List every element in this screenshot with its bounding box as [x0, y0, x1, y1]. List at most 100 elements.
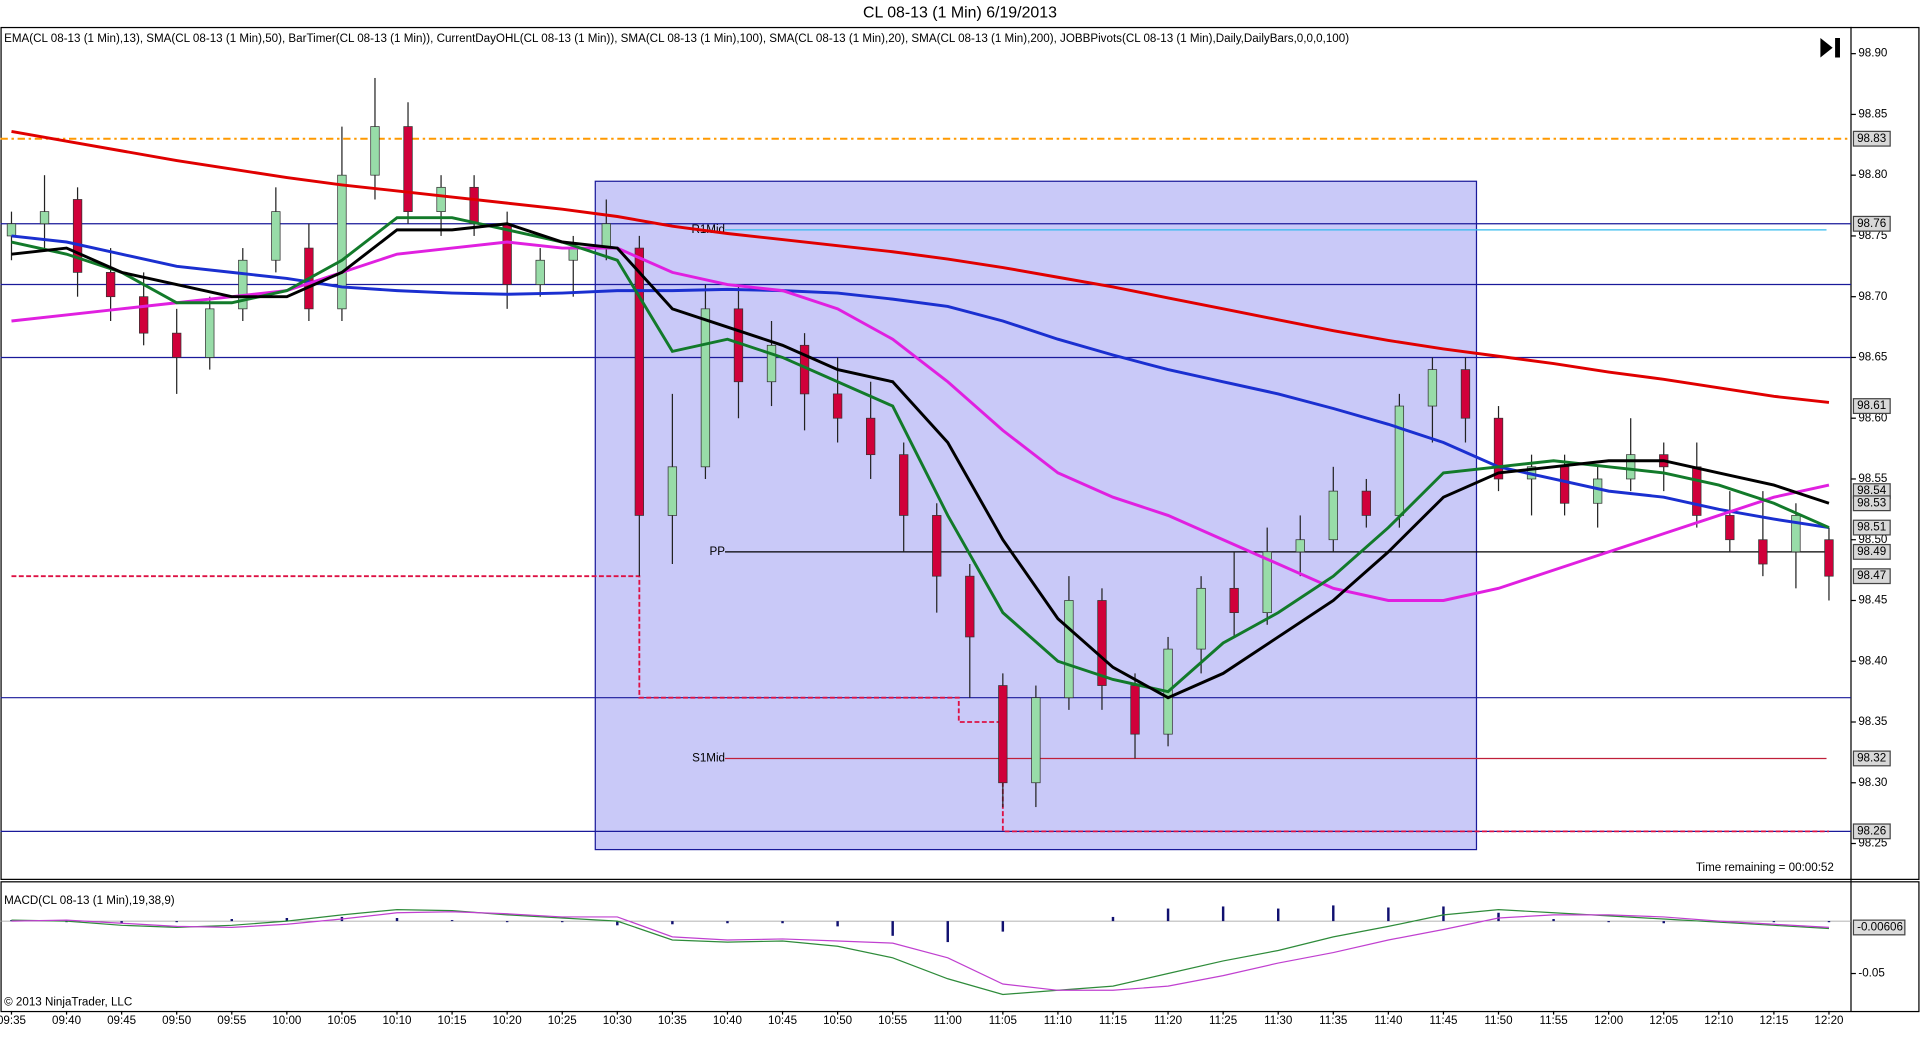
x-tick-label: 11:55: [1539, 1014, 1567, 1027]
price-panel-frame: [0, 26, 1920, 880]
y-tick-label: 98.85: [1858, 107, 1887, 120]
price-marker: [1852, 543, 1891, 560]
price-marker-label: 98.76: [1857, 217, 1886, 230]
price-marker-label: 98.26: [1857, 824, 1886, 837]
x-tick-label: 11:50: [1484, 1014, 1512, 1027]
candle-body: [469, 186, 479, 225]
x-tick-label: 11:05: [989, 1014, 1017, 1027]
candle-body: [205, 308, 215, 358]
candle-body: [238, 259, 248, 310]
x-tick-label: 10:05: [327, 1014, 356, 1027]
candle-body: [1427, 369, 1438, 407]
candle-body: [1130, 685, 1140, 735]
value-label: -0.00606: [1857, 921, 1903, 934]
candle-body: [1559, 466, 1570, 504]
x-tick-label: 09:50: [162, 1014, 191, 1027]
price-marker: [1852, 215, 1891, 232]
price-marker: [1852, 823, 1891, 840]
candle-body: [1824, 539, 1834, 577]
candle-body: [6, 223, 17, 237]
candle-body: [766, 344, 777, 383]
x-tick-label: 12:00: [1594, 1014, 1623, 1027]
candle-body: [39, 211, 50, 225]
x-tick-label: 10:30: [603, 1014, 632, 1027]
x-tick-label: 10:35: [658, 1014, 687, 1027]
x-tick-label: 11:30: [1264, 1014, 1292, 1027]
x-tick-label: 10:45: [768, 1014, 797, 1027]
indicator-line: [11, 908, 1830, 996]
candle-body: [1460, 369, 1471, 419]
candle-body: [1196, 587, 1206, 650]
x-tick-label: 11:45: [1429, 1014, 1457, 1027]
candle-body: [72, 199, 83, 273]
price-marker-label: 98.49: [1857, 545, 1886, 558]
candle-body: [700, 308, 711, 468]
x-tick-label: 10:50: [823, 1014, 852, 1027]
x-tick-label: 12:05: [1649, 1014, 1678, 1027]
candle-body: [1758, 539, 1768, 565]
y-tick-label: 98.90: [1858, 47, 1887, 60]
x-tick-label: 11:10: [1044, 1014, 1072, 1027]
y-tick-label: 98.50: [1858, 533, 1887, 546]
level-label: PP: [710, 545, 726, 558]
y-tick-label: 98.65: [1858, 351, 1887, 364]
x-tick-label: 11:25: [1209, 1014, 1237, 1027]
y-tick-label: 98.30: [1858, 776, 1887, 789]
candle-body: [1328, 490, 1338, 541]
price-marker: [1852, 750, 1891, 767]
copyright: © 2013 NinjaTrader, LLC: [4, 995, 132, 1008]
candle-body: [1692, 466, 1702, 516]
candle-body: [1493, 417, 1504, 480]
indicator-line: [11, 911, 1830, 991]
price-marker-label: 98.53: [1857, 496, 1886, 509]
price-marker: [1852, 519, 1891, 536]
x-tick-label: 12:10: [1704, 1014, 1733, 1027]
candle-body: [172, 332, 182, 358]
y-tick-label: 98.75: [1858, 229, 1887, 242]
y-tick-label: 98.25: [1858, 837, 1887, 850]
candle-body: [634, 247, 644, 516]
candle-body: [965, 575, 975, 638]
candle-body: [436, 186, 446, 212]
candle-body: [1064, 600, 1074, 699]
candle-body: [1394, 405, 1405, 516]
x-tick-label: 10:55: [878, 1014, 907, 1027]
x-tick-label: 09:40: [52, 1014, 81, 1027]
candle-body: [271, 211, 281, 261]
x-tick-label: 10:25: [548, 1014, 577, 1027]
candle-body: [866, 417, 876, 456]
indicator-line: [11, 222, 1830, 700]
indicator-line: [11, 216, 1830, 694]
y-tick-label: -0.05: [1858, 967, 1884, 980]
indicator-list: EMA(CL 08-13 (1 Min),13), SMA(CL 08-13 (…: [4, 32, 1349, 45]
candle-body: [403, 126, 413, 212]
candle-body: [1229, 587, 1239, 614]
price-marker: [1852, 568, 1891, 585]
price-marker-label: 98.51: [1857, 521, 1886, 534]
candle-body: [667, 466, 678, 516]
candle-body: [139, 296, 149, 334]
price-marker-label: 98.83: [1857, 132, 1886, 145]
x-tick-label: 10:10: [382, 1014, 411, 1027]
value-box: [1852, 919, 1906, 936]
candle-body: [1791, 515, 1801, 553]
x-tick-label: 09:55: [217, 1014, 246, 1027]
price-marker-label: 98.32: [1857, 752, 1886, 765]
candle-body: [899, 454, 909, 516]
x-tick-label: 12:20: [1814, 1014, 1843, 1027]
x-tick-label: 10:40: [713, 1014, 742, 1027]
y-tick-label: 98.70: [1858, 290, 1887, 303]
x-tick-label: 11:20: [1154, 1014, 1182, 1027]
day-low-line: [11, 575, 1829, 833]
price-marker: [1852, 130, 1891, 147]
macd-title: MACD(CL 08-13 (1 Min),19,38,9): [4, 894, 175, 907]
y-tick-label: 98.40: [1858, 654, 1887, 667]
indicator-line: [11, 240, 1830, 602]
candle-body: [1626, 454, 1636, 480]
y-tick-label: 98.60: [1858, 411, 1887, 424]
x-tick-label: 09:35: [0, 1014, 26, 1027]
candle-body: [1262, 551, 1272, 614]
x-tick-label: 09:45: [107, 1014, 136, 1027]
